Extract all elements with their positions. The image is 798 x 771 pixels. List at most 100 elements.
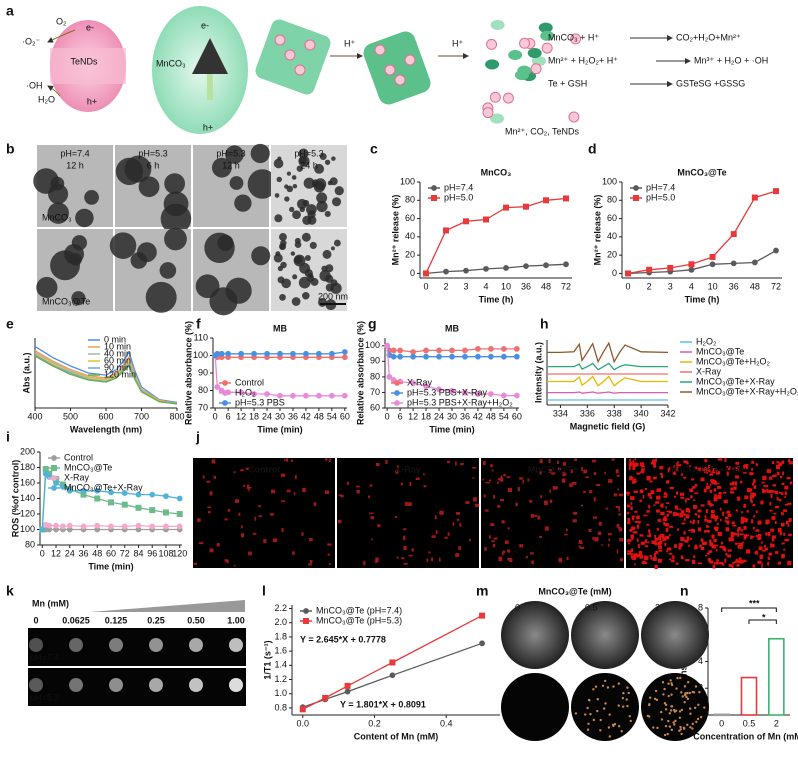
marker	[46, 522, 53, 529]
y-tick-label: 0.8	[274, 702, 287, 712]
signal	[428, 551, 431, 554]
particle	[284, 196, 290, 202]
contrast-signal	[622, 705, 625, 708]
signal	[716, 472, 719, 475]
contrast-signal	[596, 709, 599, 713]
signal	[515, 502, 518, 507]
signal	[651, 540, 656, 545]
contrast-signal	[675, 687, 678, 690]
signal	[640, 465, 645, 468]
signal	[685, 514, 690, 519]
signal	[632, 460, 635, 463]
signal	[708, 464, 711, 468]
signal	[539, 471, 542, 475]
marker	[625, 270, 631, 277]
signal	[730, 538, 734, 542]
signal	[685, 498, 687, 503]
signal	[736, 563, 740, 567]
signal	[716, 471, 721, 475]
contrast-signal	[699, 715, 703, 719]
x-tick-label: 0.5	[743, 718, 756, 728]
signal	[660, 511, 665, 516]
signal	[455, 461, 457, 466]
signal	[569, 483, 573, 487]
x-axis-label: Time (h)	[479, 294, 514, 304]
marker	[423, 353, 429, 360]
nanodot	[489, 91, 501, 103]
marker	[176, 523, 183, 530]
scale-bar-label: 200 nm	[318, 291, 348, 301]
signal	[636, 524, 640, 529]
particle	[163, 191, 189, 217]
series-line	[547, 391, 668, 394]
signal	[618, 493, 624, 497]
y-tick-label: 80	[370, 371, 380, 381]
signal	[611, 458, 615, 461]
marker	[773, 188, 779, 195]
contrast-signal	[695, 720, 698, 724]
signal	[784, 485, 789, 490]
marker	[163, 523, 169, 530]
particle	[164, 173, 186, 195]
signal	[789, 481, 793, 485]
contrast-signal	[602, 707, 606, 710]
signal	[238, 512, 241, 516]
contrast-signal	[672, 708, 676, 712]
x-tick-label: 0.0	[297, 718, 310, 728]
signal	[209, 548, 214, 553]
series-line	[34, 345, 178, 404]
x-tick-label: 60	[106, 548, 116, 558]
contrast-signal	[669, 709, 673, 712]
marker	[773, 247, 779, 254]
y-tick-label: 70	[198, 402, 208, 412]
marker	[328, 392, 335, 399]
signal	[766, 484, 769, 488]
particle	[289, 206, 295, 213]
marker	[60, 483, 66, 490]
particle	[225, 145, 244, 164]
signal	[374, 560, 378, 563]
contrast-signal	[679, 676, 682, 680]
signal	[784, 538, 789, 542]
signal	[761, 563, 763, 568]
signal	[570, 469, 573, 474]
signal	[583, 469, 588, 474]
signal	[663, 495, 667, 498]
signal	[662, 536, 667, 541]
signal	[654, 552, 657, 558]
signal	[507, 487, 513, 493]
signal	[718, 491, 722, 495]
signal	[735, 558, 738, 563]
signal	[764, 547, 769, 551]
contrast-signal	[669, 679, 672, 682]
particle	[302, 215, 312, 225]
legend-label: pH=5.0	[646, 192, 675, 202]
x-tick-label: 0	[625, 281, 630, 291]
signal	[727, 513, 732, 517]
contrast-signal	[648, 696, 652, 699]
signal	[704, 541, 708, 545]
fluorescence-image	[481, 458, 624, 568]
particle	[304, 255, 311, 261]
signal	[754, 485, 757, 489]
x-tick-label: 700	[134, 411, 149, 421]
particle	[301, 232, 311, 242]
signal	[652, 459, 657, 463]
signal	[712, 468, 717, 472]
signal	[683, 517, 686, 521]
particle	[331, 156, 336, 161]
signal	[716, 523, 720, 525]
signal	[632, 466, 636, 470]
annotation: Y = 2.645*X + 0.7778	[300, 634, 386, 644]
signal	[637, 543, 640, 549]
signal	[408, 554, 413, 557]
x-tick-label: 4	[689, 281, 694, 291]
signal	[363, 561, 366, 566]
marker	[341, 349, 348, 355]
particle	[204, 232, 235, 264]
scheme-text: O₂	[56, 16, 67, 26]
x-tick-label: 96	[147, 548, 157, 558]
contrast-signal	[653, 697, 657, 701]
contrast-signal	[667, 694, 670, 698]
signal	[772, 490, 777, 493]
